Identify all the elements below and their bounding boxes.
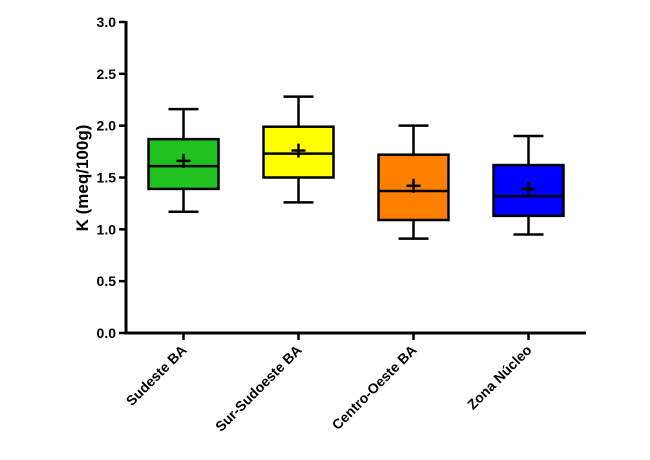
x-category-label: Centro-Oeste BA xyxy=(329,342,420,433)
plot-area: 0.0 0.5 1.0 1.5 2.0 2.5 3.0 Sudeste BA Sur-Sudoe… xyxy=(97,14,586,435)
y-tick-label: 2.0 xyxy=(97,118,117,134)
y-tick-label: 1.0 xyxy=(97,221,117,237)
y-tick-label: 0.0 xyxy=(97,325,117,341)
x-category-label: Sur-Sudoeste BA xyxy=(212,342,305,435)
x-category-label: Zona Núcleo xyxy=(464,342,535,413)
y-tick-label: 1.5 xyxy=(97,170,117,186)
y-axis-title: K (meq/100g) xyxy=(73,125,92,232)
y-tick-label: 2.5 xyxy=(97,66,117,82)
y-tick-label: 3.0 xyxy=(97,14,117,30)
y-tick-label: 0.5 xyxy=(97,273,117,289)
x-category-label: Sudeste BA xyxy=(123,342,190,409)
